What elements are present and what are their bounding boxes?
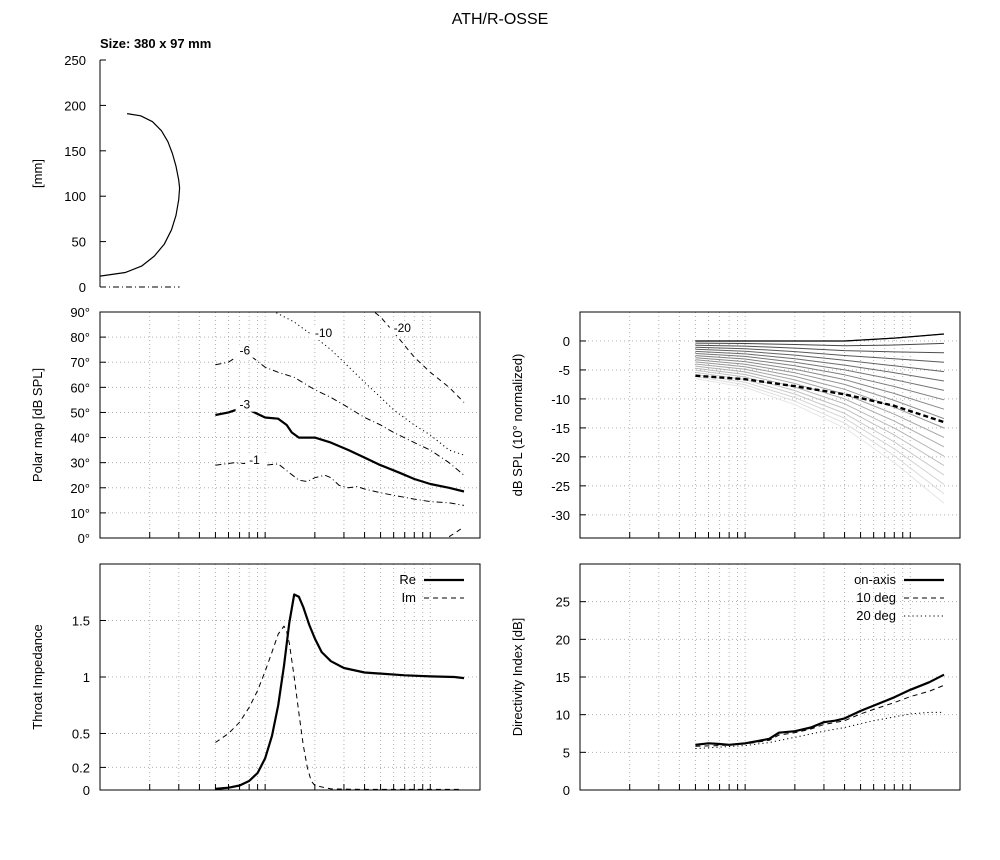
y-tick-label: -20: [551, 450, 570, 465]
y-tick-label: 40°: [70, 431, 90, 446]
contour-label: -10: [315, 326, 333, 340]
angle-curve: [695, 342, 945, 347]
y-tick-label: -25: [551, 479, 570, 494]
angle-curve: [695, 376, 945, 495]
contour-group: -1 -3 -6 -10 -20: [215, 312, 465, 538]
y-tick-label: 0.5: [72, 727, 90, 742]
y-tick-label: -5: [558, 363, 570, 378]
angle-curve: [695, 357, 945, 410]
y-axis-label: Throat Impedance: [30, 624, 45, 730]
y-tick-label: 100: [64, 189, 86, 204]
y-tick-label: 0: [79, 280, 86, 295]
axis-frame: [579, 563, 961, 791]
contour-line: [215, 462, 465, 506]
y-tick-label: 10: [556, 708, 570, 723]
legend-label: Re: [399, 572, 416, 587]
directivity-index-panel: 0 5 10 15 20 25 Directivity Index [dB] on-axis 1…: [510, 563, 961, 798]
angle-curve: [695, 359, 945, 420]
y-tick-label: -10: [551, 392, 570, 407]
y-tick-label: 80°: [70, 330, 90, 345]
angle-curve: [695, 369, 945, 467]
y-tick-label: 200: [64, 98, 86, 113]
contour-label: -6: [240, 344, 251, 358]
angle-curve: [695, 378, 945, 504]
contour-line: [215, 354, 465, 476]
di-line: [695, 684, 945, 747]
y-tick-label: 90°: [70, 305, 90, 320]
y-tick-label: 1: [83, 670, 90, 685]
y-tick-label: -30: [551, 508, 570, 523]
angle-curve: [695, 348, 945, 373]
legend-label: on-axis: [854, 572, 896, 587]
profile-panel: 0 50 100 150 200 250 [mm]: [30, 53, 181, 295]
contour-label-bg: [245, 453, 268, 467]
horn-profile-curve: [99, 113, 181, 277]
y-tick-label: 30°: [70, 456, 90, 471]
contour-label-bg: [235, 344, 258, 358]
y-axis-label: [mm]: [30, 159, 45, 188]
legend-label: Im: [402, 590, 416, 605]
contour-label: -20: [394, 321, 412, 335]
y-tick-label: 0: [83, 783, 90, 798]
angle-curve: [695, 344, 945, 354]
normalized-response-panel: -30 -25 -20 -15 -10 -5 0 dB SPL (10° normalized…: [510, 311, 961, 539]
angle-curve: [695, 371, 945, 476]
axis-frame: [99, 311, 481, 539]
axis-frame: [579, 311, 961, 539]
impedance-re-line: [215, 593, 465, 790]
y-tick-label: 0: [563, 334, 570, 349]
y-axis-label: Directivity Index [dB]: [510, 618, 525, 737]
contour-label: -1: [249, 453, 260, 467]
y-axis-label: Polar map [dB SPL]: [30, 368, 45, 482]
y-tick-label: 20°: [70, 481, 90, 496]
di-line: [695, 673, 945, 746]
on-axis-curve: [695, 333, 945, 342]
y-tick-label: 0: [563, 783, 570, 798]
impedance-im-line: [215, 625, 460, 790]
y-tick-label: 15: [556, 670, 570, 685]
y-tick-label: 50: [72, 235, 86, 250]
angle-curve: [695, 361, 945, 429]
contour-label-bg: [310, 327, 341, 341]
highlight-curve: [695, 374, 945, 424]
polar-map-panel: 0° 10° 20° 30° 40° 50° 60° 70° 80° 90° Polar map […: [30, 305, 481, 546]
angle-curve: [695, 365, 945, 448]
angle-curve: [695, 355, 945, 401]
y-tick-label: 70°: [70, 355, 90, 370]
figure-subtitle: Size: 380 x 97 mm: [100, 36, 211, 51]
angle-curve: [695, 353, 945, 391]
y-tick-label: 150: [64, 144, 86, 159]
y-tick-label: 50°: [70, 405, 90, 420]
contour-label-bg: [235, 398, 258, 412]
y-tick-label: 20: [556, 632, 570, 647]
figure-title: ATH/R-OSSE: [452, 11, 549, 28]
legend-label: 10 deg: [856, 590, 896, 605]
axis-frame: [99, 563, 481, 791]
contour-line: [215, 407, 465, 493]
legend-label: 20 deg: [856, 608, 896, 623]
y-tick-label: 25: [556, 595, 570, 610]
y-tick-label: -15: [551, 421, 570, 436]
contour-label: -3: [240, 398, 251, 412]
y-tick-label: 0.2: [72, 760, 90, 775]
y-tick-label: 5: [563, 745, 570, 760]
y-tick-label: 60°: [70, 380, 90, 395]
contour-line: [448, 526, 465, 538]
y-tick-label: 250: [64, 53, 86, 68]
y-tick-label: 0°: [78, 531, 90, 546]
y-tick-label: 1.5: [72, 614, 90, 629]
angle-curve: [695, 363, 945, 438]
angle-curve: [695, 367, 945, 457]
angle-curve: [695, 350, 945, 382]
y-axis-label: dB SPL (10° normalized): [510, 354, 525, 497]
angle-curve: [695, 374, 945, 485]
angle-curve: [695, 346, 945, 363]
di-line: [695, 711, 944, 750]
contour-line: [373, 312, 465, 403]
contour-label-bg: [389, 322, 420, 336]
throat-impedance-panel: 0 0.2 0.5 1 1.5 Throat Impedance Re Im: [30, 563, 481, 798]
y-tick-label: 10°: [70, 506, 90, 521]
